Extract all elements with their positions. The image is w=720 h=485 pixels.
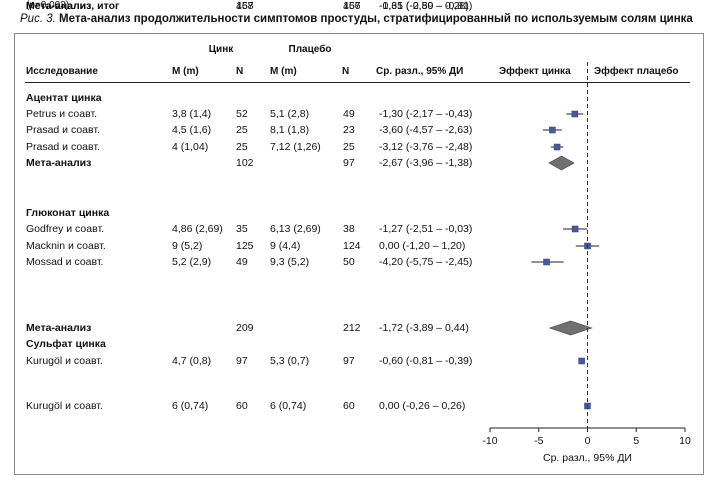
pooled-diamond [548, 155, 575, 171]
cell-n-placebo: 38 [343, 223, 355, 235]
x-tick-label: 0 [585, 435, 591, 447]
caption-title: Мета-анализ продолжительности симптомов … [59, 13, 693, 25]
cell-mean-placebo: 8,1 (1,8) [270, 124, 310, 136]
cell-n-placebo: 124 [343, 240, 361, 252]
header-mean-zinc: M (m) [172, 66, 199, 77]
study-label: Petrus и соавт. [26, 108, 98, 120]
cell-n-zinc: 35 [236, 223, 248, 235]
header-n-placebo: N [342, 66, 350, 77]
meta-label: Мета-анализ [26, 322, 92, 334]
study-label: Kurugöl и соавт. [26, 400, 103, 412]
study-label: Mossad и соавт. [26, 256, 104, 268]
cell-n-zinc: 209 [236, 322, 254, 334]
cell-effect: -1,27 (-2,51 – -0,03) [379, 223, 473, 235]
study-marker [549, 126, 556, 134]
cell-n-placebo: 466 [343, 0, 361, 12]
cell-effect: -4,20 (-5,75 – -2,45) [379, 256, 473, 268]
header-effect: Ср. разл., 95% ДИ [376, 66, 464, 77]
header-favours-placebo: Эффект плацебо [594, 66, 679, 77]
group-title: Сульфат цинка [26, 338, 106, 350]
cell-n-zinc: 157 [236, 0, 254, 12]
cell-n-zinc: 97 [236, 355, 248, 367]
overall-p-value: (p=0,003) [26, 0, 70, 11]
cell-mean-zinc: 4,5 (1,6) [172, 124, 212, 136]
cell-effect: 0,00 (-1,20 – 1,20) [379, 240, 466, 252]
meta-label: Мета-анализ [26, 0, 92, 12]
cell-mean-placebo: 7,12 (1,26) [270, 141, 321, 153]
cell-mean-zinc: 9 (5,2) [172, 240, 203, 252]
cell-mean-zinc: 3,8 (1,4) [172, 108, 212, 120]
x-tick-label: 10 [679, 435, 691, 447]
figure-caption: Рис. 3. Мета-анализ продолжительности си… [20, 13, 693, 25]
cell-effect: -1,30 (-2,17 – -0,43) [379, 108, 473, 120]
header-study: Исследование [26, 66, 98, 77]
cell-mean-placebo: 6 (0,74) [270, 400, 307, 412]
cell-n-placebo: 49 [343, 108, 355, 120]
cell-effect: -0,60 (-0,81 – -0,39) [379, 355, 473, 367]
cell-n-placebo: 212 [343, 322, 361, 334]
pooled-diamond [548, 320, 593, 336]
x-tick-label: -10 [482, 435, 497, 447]
cell-n-placebo: 97 [343, 355, 355, 367]
cell-mean-placebo: 6,13 (2,69) [270, 223, 321, 235]
cell-n-zinc: 468 [236, 0, 254, 12]
cell-effect: -1,65 (-2,50 – -0,81) [379, 0, 473, 12]
study-label: Prasad и соавт. [26, 124, 100, 136]
cell-n-zinc: 125 [236, 240, 254, 252]
cell-n-zinc: 49 [236, 256, 248, 268]
study-marker [553, 143, 561, 151]
meta-label: Мета-анализ, итог [26, 0, 120, 12]
meta-label: Мета-анализ [26, 157, 92, 169]
cell-mean-zinc: 4 (1,04) [172, 141, 209, 153]
header-favours-zinc: Эффект цинка [499, 66, 571, 77]
cell-effect: -3,60 (-4,57 – -2,63) [379, 124, 473, 136]
header-rule [25, 82, 690, 83]
cell-n-zinc: 102 [236, 157, 254, 169]
cell-mean-placebo: 5,3 (0,7) [270, 355, 310, 367]
header-n-zinc: N [236, 66, 244, 77]
study-label: Godfrey и соавт. [26, 223, 105, 235]
cell-n-placebo: 23 [343, 124, 355, 136]
x-tick-label: 5 [633, 435, 639, 447]
header-placebo-group: Плацебо [288, 44, 332, 55]
study-marker [571, 110, 579, 118]
cell-n-placebo: 157 [343, 0, 361, 12]
cell-n-placebo: 60 [343, 400, 355, 412]
study-label: Kurugöl и соавт. [26, 355, 103, 367]
cell-effect: -0,31 (-0,89 – 0,28) [379, 0, 469, 12]
cell-n-zinc: 52 [236, 108, 248, 120]
group-title: Ацентат цинка [26, 92, 102, 104]
cell-effect: -3,12 (-3,76 – -2,48) [379, 141, 473, 153]
cell-mean-zinc: 4,86 (2,69) [172, 223, 223, 235]
study-label: Prasad и соавт. [26, 141, 100, 153]
study-marker [578, 357, 585, 365]
cell-effect: 0,00 (-0,26 – 0,26) [379, 400, 466, 412]
cell-mean-zinc: 5,2 (2,9) [172, 256, 212, 268]
study-marker [543, 258, 550, 266]
header-zinc-group: Цинк [208, 44, 234, 55]
cell-mean-zinc: 4,7 (0,8) [172, 355, 212, 367]
cell-mean-zinc: 6 (0,74) [172, 400, 209, 412]
cell-n-zinc: 60 [236, 400, 248, 412]
caption-label: Рис. 3. [20, 13, 56, 25]
cell-n-placebo: 25 [343, 141, 355, 153]
cell-effect: -1,72 (-3,89 – 0,44) [379, 322, 469, 334]
cell-mean-placebo: 5,1 (2,8) [270, 108, 310, 120]
x-axis-label: Ср. разл., 95% ДИ [543, 452, 632, 464]
study-marker [571, 225, 579, 233]
cell-n-placebo: 50 [343, 256, 355, 268]
cell-n-zinc: 25 [236, 124, 248, 136]
cell-n-zinc: 25 [236, 141, 248, 153]
study-label: Macknin и соавт. [26, 240, 106, 252]
cell-mean-placebo: 9,3 (5,2) [270, 256, 310, 268]
header-mean-placebo: M (m) [270, 66, 297, 77]
cell-effect: -2,67 (-3,96 – -1,38) [379, 157, 473, 169]
cell-mean-placebo: 9 (4,4) [270, 240, 301, 252]
group-title: Глюконат цинка [26, 207, 110, 219]
figure-frame [14, 33, 704, 475]
cell-n-placebo: 97 [343, 157, 355, 169]
x-tick-label: -5 [534, 435, 543, 447]
